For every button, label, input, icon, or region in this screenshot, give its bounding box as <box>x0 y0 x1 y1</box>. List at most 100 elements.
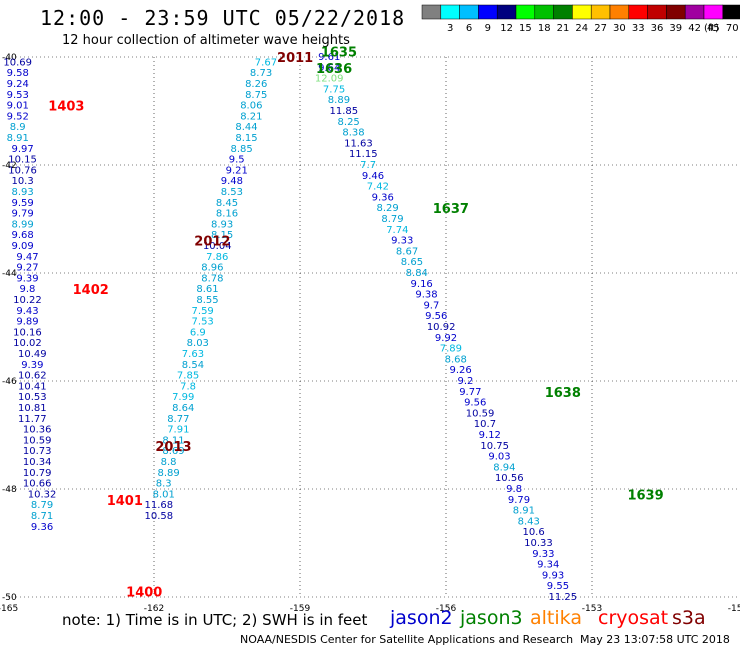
swh-data-label: 10.04 <box>203 241 232 252</box>
swh-data-label: 9.59 <box>11 198 33 209</box>
colorbar-tick-label: 42 <box>688 23 701 34</box>
swh-data-label: 8.64 <box>172 403 194 414</box>
swh-data-label: 9.33 <box>532 549 554 560</box>
swh-data-label: 9.56 <box>425 311 447 322</box>
colorbar-tick-label: 15 <box>519 23 532 34</box>
colorbar-tick-label: 45 <box>707 23 720 34</box>
x-tick-label: -153 <box>582 604 602 614</box>
swh-data-label: 9.33 <box>391 236 413 247</box>
swh-data-label: 10.53 <box>18 392 47 403</box>
swh-data-label: 9.48 <box>221 176 243 187</box>
swh-data-label: 10.33 <box>524 538 553 549</box>
swh-data-label: 11.15 <box>349 149 378 160</box>
swh-data-label: 10.62 <box>18 371 47 382</box>
swh-data-label: 9.7 <box>423 300 439 311</box>
pass-label: 1400 <box>126 586 162 601</box>
swh-data-label: 7.63 <box>182 349 204 360</box>
colorbar-tick-label: 70 <box>726 23 739 34</box>
colorbar-tick-label: 33 <box>632 23 645 34</box>
swh-data-label: 9.8 <box>506 484 522 495</box>
swh-data-label: 9.79 <box>11 209 33 220</box>
x-tick-label: -165 <box>0 604 18 614</box>
swh-data-label: 10.49 <box>18 349 47 360</box>
swh-data-label: 9.53 <box>7 90 29 101</box>
pass-label: 1402 <box>73 283 109 298</box>
colorbar-tick-label: 39 <box>669 23 682 34</box>
swh-data-label: 9.58 <box>7 68 29 79</box>
swh-data-label: 7.85 <box>177 371 199 382</box>
pass-label: 1635 <box>321 46 357 61</box>
swh-data-label: 8.55 <box>196 295 218 306</box>
swh-data-label: 8.01 <box>153 489 175 500</box>
footer-credit: NOAA/NESDIS Center for Satellite Applica… <box>240 633 574 646</box>
footer-note: note: 1) Time is in UTC; 2) SWH is in fe… <box>62 611 368 629</box>
swh-data-label: 7.7 <box>360 160 376 171</box>
swh-data-label: 10.56 <box>495 473 524 484</box>
swh-data-label: 8.44 <box>235 122 257 133</box>
swh-data-label: 7.99 <box>172 392 194 403</box>
y-tick-label: -44 <box>2 269 17 279</box>
swh-data-label: 8.67 <box>396 246 418 257</box>
swh-data-label: 8.25 <box>338 117 360 128</box>
swh-data-label: 8.89 <box>328 95 350 106</box>
colorbar-tick-label: 21 <box>557 23 570 34</box>
swh-data-label: 8.91 <box>513 506 535 517</box>
swh-data-label: 8.99 <box>11 219 33 230</box>
swh-data-label: 11.25 <box>548 592 577 603</box>
x-tick-label: -159 <box>290 604 311 614</box>
pass-label: 1639 <box>627 488 663 503</box>
y-tick-label: -42 <box>2 161 17 171</box>
swh-data-label: 11.68 <box>145 500 174 511</box>
x-tick-label: -150 <box>728 604 740 614</box>
swh-data-label: 6.9 <box>190 327 206 338</box>
colorbar-swatch <box>722 4 740 20</box>
swh-data-label: 8.45 <box>216 198 238 209</box>
colorbar-tick-label: 30 <box>613 23 626 34</box>
swh-data-label: 10.15 <box>8 155 37 166</box>
swh-data-label: 9.2 <box>458 376 474 387</box>
swh-data-label: 12.09 <box>315 74 344 85</box>
swh-data-label: 8.9 <box>10 122 26 133</box>
swh-data-label: 8.78 <box>201 273 223 284</box>
swh-data-label: 10.59 <box>466 408 495 419</box>
pass-label: 1637 <box>433 202 469 217</box>
swh-data-label: 7.8 <box>180 381 196 392</box>
swh-data-label: 9.24 <box>7 79 29 90</box>
pass-label: 1401 <box>107 494 143 509</box>
legend-jason2: jason2 <box>390 607 453 629</box>
pass-label: 1403 <box>48 100 84 115</box>
swh-data-label: 8.79 <box>381 214 403 225</box>
swh-data-label: 7.59 <box>192 306 214 317</box>
swh-data-label: 10.69 <box>3 57 32 68</box>
swh-data-label: 8.84 <box>406 268 428 279</box>
y-tick-label: -48 <box>2 485 17 495</box>
legend-cryosat: cryosat <box>598 607 669 629</box>
swh-data-label: 9.47 <box>16 252 38 263</box>
pass-label: 2011 <box>277 51 313 66</box>
swh-data-label: 8.71 <box>31 511 53 522</box>
swh-data-label: 8.93 <box>11 187 33 198</box>
colorbar-tick-label: 12 <box>500 23 513 34</box>
swh-data-label: 8.73 <box>250 68 272 79</box>
swh-data-label: 8.94 <box>493 462 515 473</box>
footer-timestamp: May 23 13:07:58 UTC 2018 <box>580 633 730 646</box>
swh-data-label: 8.3 <box>156 479 172 490</box>
swh-data-label: 10.59 <box>23 435 52 446</box>
swh-data-label: 9.68 <box>11 230 33 241</box>
swh-data-label: 8.89 <box>157 468 179 479</box>
swh-data-label: 8.93 <box>211 219 233 230</box>
swh-data-label: 10.92 <box>427 322 456 333</box>
swh-data-label: 10.32 <box>28 489 57 500</box>
swh-data-label: 9.27 <box>16 263 38 274</box>
swh-data-label: 11.63 <box>344 138 373 149</box>
swh-data-label: 7.86 <box>206 252 228 263</box>
swh-data-label: 8.77 <box>167 414 189 425</box>
swh-data-label: 8.43 <box>518 516 540 527</box>
color-legend: 3 6 9 12 15 18 21 24 27 30 33 36 39 42 45 70(ft) <box>421 4 740 34</box>
swh-data-label: 8.54 <box>182 360 204 371</box>
y-tick-label: -46 <box>2 377 17 387</box>
swh-data-label: 9.38 <box>415 290 437 301</box>
swh-data-label: 10.16 <box>13 327 42 338</box>
swh-data-label: 10.02 <box>13 338 42 349</box>
swh-data-label: 8.26 <box>245 79 267 90</box>
